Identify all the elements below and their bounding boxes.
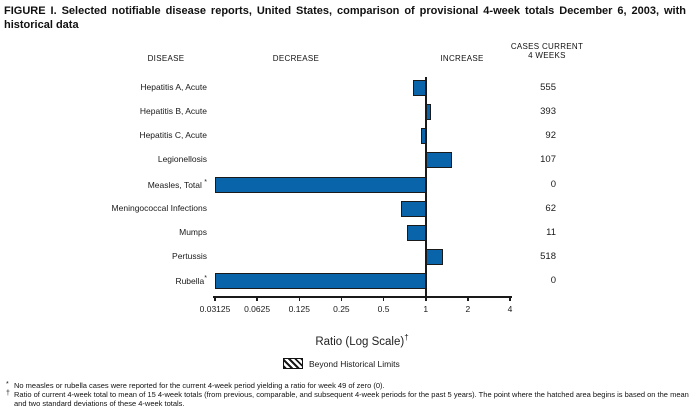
disease-label-text: Measles, Total: [147, 179, 205, 190]
chart-bar: [425, 104, 432, 121]
disease-label-text: Rubella: [175, 275, 205, 286]
legend-label: Beyond Historical Limits: [309, 359, 400, 369]
footnote-text: No measles or rubella cases were reporte…: [14, 381, 385, 390]
chart-bar: [425, 152, 453, 169]
disease-label: Mumps: [30, 227, 207, 237]
footnote-ratio-definition: † Ratio of current 4-week total to mean …: [4, 390, 690, 408]
cases-value: 518: [540, 250, 556, 262]
x-axis-line: [213, 296, 512, 298]
axis-tick-mark: [214, 297, 216, 301]
disease-label: Hepatitis C, Acute: [30, 130, 207, 140]
axis-tick-mark: [340, 297, 343, 301]
column-header-increase: INCREASE: [440, 54, 484, 63]
axis-tick-label: 0.0625: [244, 304, 271, 314]
disease-label-text: Legionellosis: [157, 154, 207, 165]
dagger-superscript: †: [404, 333, 409, 342]
axis-tick-label: 2: [465, 304, 471, 314]
chart-bar: [215, 176, 426, 193]
disease-label: Hepatitis A, Acute: [30, 82, 207, 92]
disease-label: Rubella*: [30, 275, 207, 286]
axis-tick-label: 0.03125: [199, 304, 231, 314]
x-axis-title-text: Ratio (Log Scale): [315, 335, 405, 348]
dagger-marker: †: [6, 390, 10, 397]
axis-tick-mark: [382, 297, 385, 301]
disease-label-text: Mumps: [179, 226, 207, 237]
cases-value: 393: [540, 106, 556, 118]
disease-label-text: Hepatitis B, Acute: [139, 106, 207, 117]
disease-label: Pertussis: [30, 251, 207, 261]
footnote-measles-rubella: * No measles or rubella cases were repor…: [4, 381, 690, 390]
figure-title: FIGURE I. Selected notifiable disease re…: [4, 5, 686, 31]
axis-tick-label: 0.25: [333, 304, 350, 314]
column-header-decrease: DECREASE: [272, 54, 320, 63]
chart-bar: [215, 273, 426, 289]
disease-label: Measles, Total *: [30, 179, 207, 190]
chart-bar: [412, 80, 426, 96]
axis-tick-label: 1: [423, 304, 429, 314]
cases-value: 555: [540, 82, 556, 93]
chart-bar: [400, 200, 426, 217]
disease-label-text: Meningococcal Infections: [111, 202, 207, 213]
disease-label: Hepatitis B, Acute: [30, 106, 207, 116]
disease-label-text: Hepatitis C, Acute: [139, 130, 207, 141]
axis-tick-label: 0.125: [288, 304, 310, 314]
chart-bar: [425, 248, 443, 265]
asterisk-superscript: *: [204, 178, 207, 186]
axis-tick-mark: [425, 297, 427, 301]
cases-value: 0: [550, 178, 556, 190]
asterisk-marker: *: [6, 381, 9, 388]
chart-bar: [421, 128, 426, 145]
chart-bar: [407, 224, 426, 241]
x-axis-title: Ratio (Log Scale)†: [237, 333, 487, 348]
hatched-legend-swatch: [283, 358, 303, 369]
column-header-cases: CASES CURRENT 4 WEEKS: [497, 42, 597, 60]
asterisk-superscript: *: [204, 275, 207, 282]
cases-value: 92: [545, 130, 556, 142]
column-header-cases-line2: 4 WEEKS: [528, 51, 566, 60]
disease-label-text: Hepatitis A, Acute: [140, 82, 207, 92]
column-header-disease: DISEASE: [147, 54, 185, 63]
column-header-cases-line1: CASES CURRENT: [510, 42, 584, 51]
axis-tick-label: 0.5: [377, 304, 390, 314]
disease-label-text: Pertussis: [172, 250, 207, 261]
axis-tick-mark: [256, 297, 258, 301]
footnotes: * No measles or rubella cases were repor…: [4, 381, 689, 408]
disease-label: Meningococcal Infections: [30, 203, 207, 213]
axis-tick-mark: [467, 297, 469, 301]
axis-tick-label: 4: [507, 304, 513, 314]
cases-value: 107: [540, 154, 556, 166]
footnote-text: Ratio of current 4-week total to mean of…: [14, 390, 689, 408]
axis-tick-mark: [298, 297, 300, 301]
axis-tick-mark: [509, 297, 511, 301]
cases-value: 62: [545, 202, 556, 214]
cases-value: 11: [546, 226, 556, 238]
cases-value: 0: [550, 275, 556, 286]
disease-label: Legionellosis: [30, 154, 207, 164]
